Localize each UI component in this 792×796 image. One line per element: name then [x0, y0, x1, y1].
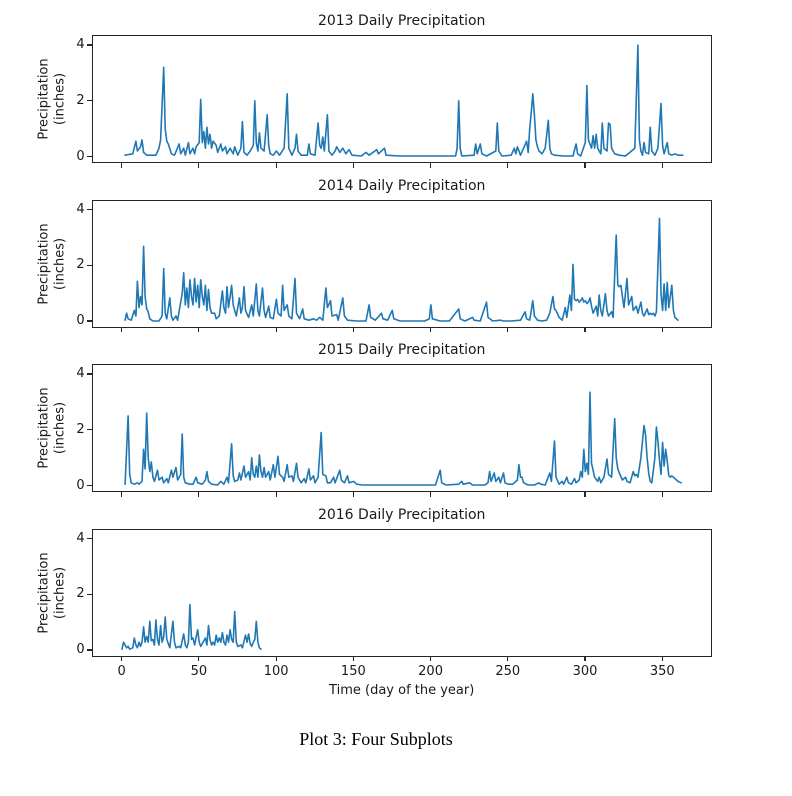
- y-tick-mark: [87, 155, 92, 158]
- plot-frame: [91, 199, 712, 328]
- y-axis-label-text: Precipitation (inches): [37, 387, 69, 469]
- y-tick-label: 0: [76, 642, 85, 658]
- y-tick-mark: [87, 373, 92, 375]
- y-tick-label: 4: [76, 37, 85, 53]
- x-tick-mark: [198, 163, 200, 168]
- x-tick-mark: [429, 656, 432, 661]
- x-tick-mark: [429, 492, 432, 497]
- x-tick-mark: [352, 327, 354, 332]
- x-tick-mark: [507, 656, 509, 661]
- x-tick-mark: [584, 492, 586, 497]
- y-axis-label-text: Precipitation (inches): [37, 551, 69, 634]
- x-tick-mark: [352, 163, 354, 168]
- plot-area: [123, 391, 682, 486]
- y-tick-mark: [87, 537, 92, 540]
- y-tick-mark: [87, 320, 92, 322]
- y-tick-label: 4: [76, 366, 85, 382]
- x-tick-mark: [507, 492, 509, 497]
- x-tick-mark: [429, 327, 432, 332]
- plot-frame: [91, 364, 712, 492]
- y-tick-mark: [87, 44, 92, 46]
- y-tick-mark: [87, 208, 92, 211]
- y-tick-mark: [87, 649, 92, 651]
- x-tick-mark: [661, 492, 663, 497]
- x-tick-mark: [275, 327, 277, 332]
- x-tick-mark: [121, 327, 123, 332]
- plot-area: [120, 603, 262, 650]
- y-tick-mark: [87, 264, 92, 266]
- precipitation-2013-line: [123, 44, 684, 157]
- y-tick-label: 0: [76, 148, 85, 164]
- x-tick-mark: [121, 492, 123, 497]
- x-tick-mark: [584, 656, 586, 661]
- subplot-title: 2015 Daily Precipitation: [317, 342, 486, 358]
- x-tick-mark: [275, 163, 277, 168]
- x-tick-mark: [275, 492, 277, 497]
- y-tick-mark: [87, 429, 92, 431]
- x-tick-mark: [198, 327, 200, 332]
- x-tick-label: 300: [572, 663, 598, 679]
- y-tick-label: 4: [76, 530, 85, 546]
- x-tick-mark: [584, 163, 586, 168]
- precipitation-2016-line: [120, 603, 262, 650]
- plot-frame: [91, 528, 712, 657]
- y-tick-mark: [87, 484, 92, 487]
- plot-frame: [91, 35, 712, 163]
- figure-caption: Plot 3: Four Subplots: [299, 729, 453, 749]
- x-tick-mark: [661, 327, 663, 332]
- y-axis-label-text: Precipitation (inches): [37, 58, 69, 140]
- y-tick-label: 0: [76, 477, 85, 493]
- plot-area: [123, 44, 684, 157]
- x-tick-label: 350: [649, 663, 675, 679]
- y-axis-label-text: Precipitation (inches): [37, 222, 69, 305]
- x-tick-mark: [661, 163, 663, 168]
- subplot-title: 2013 Daily Precipitation: [317, 13, 486, 29]
- y-tick-label: 2: [76, 257, 85, 273]
- x-tick-label: 50: [190, 663, 208, 679]
- x-tick-mark: [507, 327, 509, 332]
- x-tick-mark: [584, 327, 586, 332]
- x-tick-mark: [352, 656, 354, 661]
- y-tick-mark: [87, 100, 92, 102]
- x-tick-mark: [198, 656, 200, 661]
- y-tick-label: 4: [76, 201, 85, 217]
- x-tick-label: 150: [340, 663, 366, 679]
- x-tick-label: 200: [418, 663, 443, 679]
- y-tick-label: 0: [76, 313, 85, 329]
- plot-area: [123, 217, 679, 322]
- x-axis-label: Time (day of the year): [329, 682, 475, 698]
- x-tick-mark: [352, 492, 354, 497]
- subplot-title: 2016 Daily Precipitation: [317, 506, 486, 523]
- x-tick-mark: [507, 163, 509, 168]
- precipitation-2015-line: [123, 391, 682, 486]
- x-tick-mark: [121, 163, 123, 168]
- y-tick-label: 2: [76, 421, 85, 437]
- x-tick-mark: [661, 656, 663, 661]
- x-tick-label: 100: [263, 663, 289, 679]
- subplot-title: 2014 Daily Precipitation: [317, 177, 486, 194]
- x-tick-mark: [121, 656, 123, 661]
- precipitation-2014-line: [123, 217, 679, 322]
- x-tick-label: 250: [495, 663, 521, 679]
- y-tick-mark: [87, 593, 92, 595]
- x-tick-label: 0: [117, 663, 126, 679]
- x-tick-mark: [275, 656, 277, 661]
- y-tick-label: 2: [76, 586, 85, 602]
- y-tick-label: 2: [76, 92, 85, 108]
- x-tick-mark: [198, 492, 200, 497]
- x-tick-mark: [429, 163, 432, 168]
